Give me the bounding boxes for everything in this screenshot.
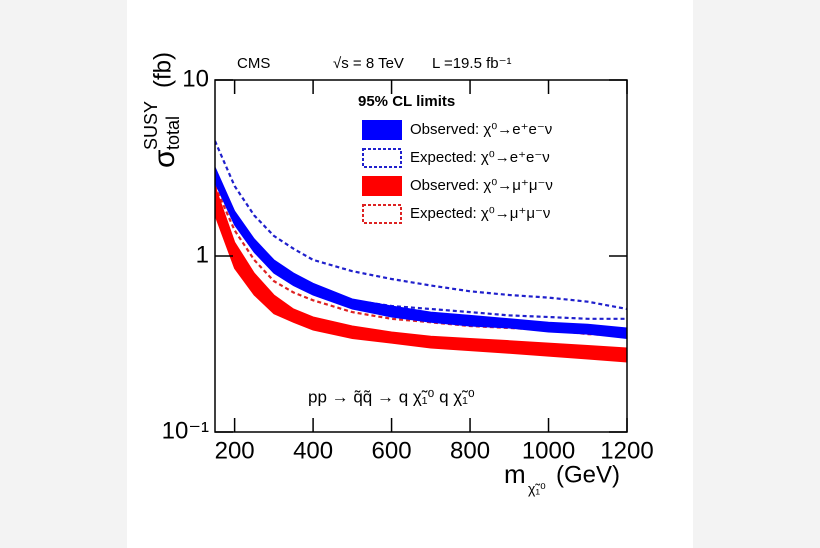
x-tick-label: 600 [372, 437, 412, 464]
x-label-symbol: m [504, 459, 526, 489]
legend-label: Expected: χ⁰→e⁺e⁻ν [410, 149, 550, 166]
legend-swatch [362, 176, 402, 196]
y-label-symbol: σ [148, 149, 181, 168]
x-tick-label: 400 [293, 437, 333, 464]
legend-title: 95% CL limits [358, 93, 455, 110]
plot-area [215, 140, 627, 363]
observed-band [215, 166, 627, 340]
x-tick-label: 800 [450, 437, 490, 464]
legend-label: Observed: χ⁰→μ⁺μ⁻ν [410, 177, 553, 194]
y-axis-label: σ total SUSY (fb) [141, 52, 183, 168]
annotation: pp → q̃q̃ → q χ̃₁⁰ q χ̃₁⁰ [308, 387, 475, 406]
x-tick-label: 200 [215, 437, 255, 464]
legend-swatch [362, 120, 402, 140]
y-label-unit: (fb) [149, 52, 176, 88]
energy: √s = 8 TeV [333, 55, 404, 72]
y-label-sup: SUSY [141, 101, 161, 150]
y-tick-label: 1 [196, 241, 209, 268]
y-tick-label: 10⁻¹ [162, 417, 209, 444]
legend-swatch [362, 204, 402, 224]
legend-label: Expected: χ⁰→μ⁺μ⁻ν [410, 205, 550, 222]
luminosity: L =19.5 fb⁻¹ [432, 55, 512, 72]
observed-band [215, 185, 627, 363]
experiment: CMS [237, 55, 270, 72]
x-label-sub: χ̃₁⁰ [528, 481, 546, 497]
legend-label: Observed: χ⁰→e⁺e⁻ν [410, 121, 552, 138]
expected-line [215, 140, 627, 311]
panel [127, 0, 693, 548]
legend-swatch [362, 148, 402, 168]
y-tick-label: 10 [182, 65, 209, 92]
y-label-sub: total [163, 116, 183, 150]
x-tick-label: 1000 [522, 437, 575, 464]
x-label-unit: (GeV) [556, 461, 620, 488]
x-tick-label: 1200 [600, 437, 653, 464]
